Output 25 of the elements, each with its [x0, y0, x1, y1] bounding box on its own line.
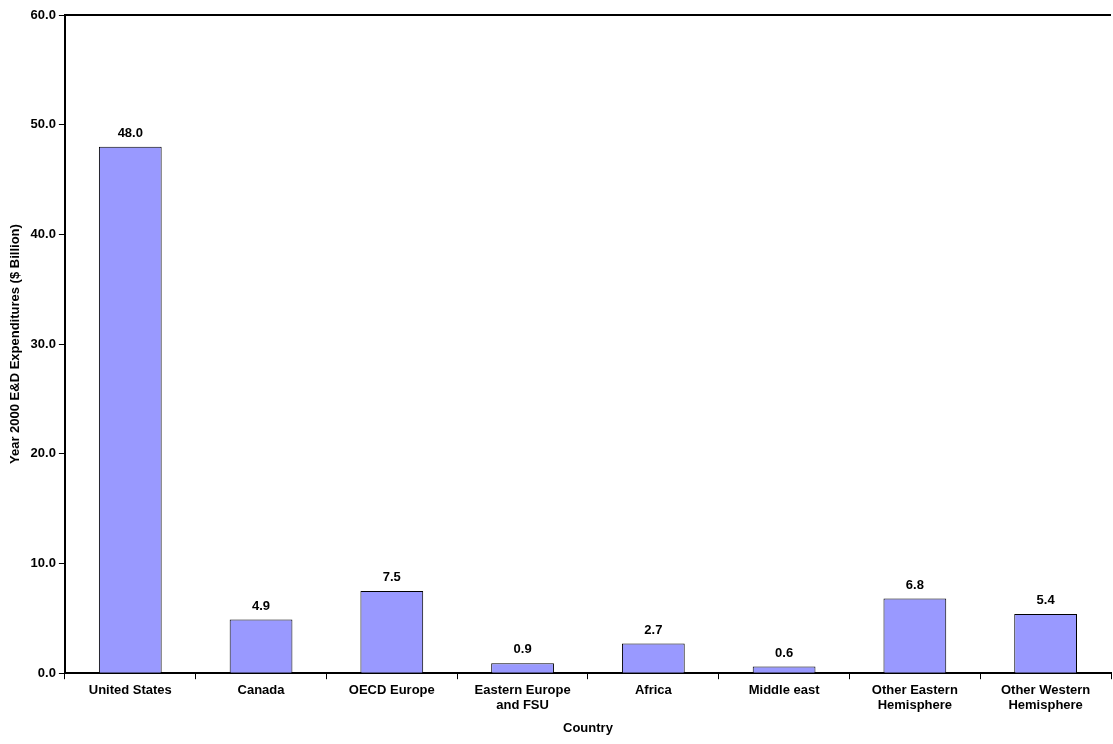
- x-tick-label: Middle east: [748, 681, 821, 697]
- x-tick-label: Canada: [237, 681, 286, 697]
- x-tick-label: Other Eastern Hemisphere: [871, 681, 958, 713]
- data-label: 0.9: [513, 641, 532, 657]
- data-label: 0.6: [775, 644, 794, 660]
- data-label: 48.0: [117, 124, 143, 140]
- y-tick-label: 10.0: [30, 555, 56, 571]
- x-tick-label: OECD Europe: [348, 681, 435, 697]
- x-tick-label: Eastern Europe and FSU: [474, 681, 571, 713]
- y-tick-label: 50.0: [30, 116, 56, 132]
- x-tick-label: Africa: [634, 681, 673, 697]
- x-tick-label: Other Western Hemisphere: [1000, 681, 1091, 713]
- data-label: 6.8: [905, 576, 924, 592]
- y-tick-label: 60.0: [30, 6, 56, 22]
- x-tick-label: United States: [88, 681, 172, 697]
- x-axis-title: Country: [563, 719, 614, 735]
- y-tick-label: 20.0: [30, 445, 56, 461]
- data-label: 5.4: [1036, 592, 1056, 608]
- y-axis-title: Year 2000 E&D Expenditures ($ Billion): [7, 224, 23, 465]
- data-label: 2.7: [644, 621, 663, 637]
- y-tick-label: 30.0: [30, 335, 56, 351]
- data-label: 4.9: [252, 597, 271, 613]
- data-label: 7.5: [382, 569, 401, 584]
- y-tick-label: 40.0: [30, 225, 56, 241]
- y-tick-label: 0.0: [37, 664, 56, 680]
